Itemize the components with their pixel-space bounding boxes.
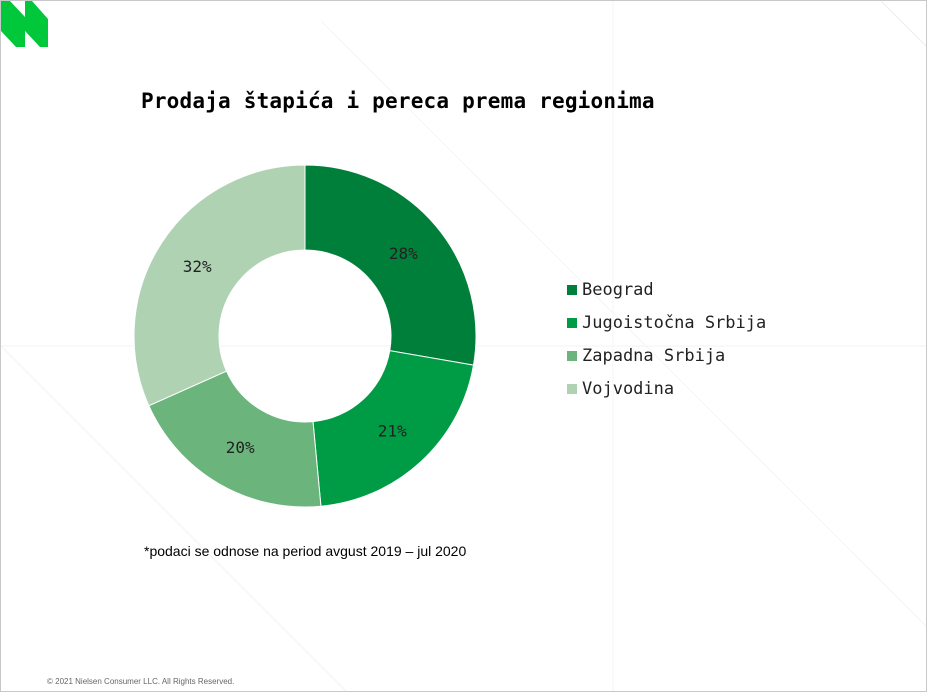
data-label-vojvodina: 32% xyxy=(183,257,212,276)
legend-item-jugoistocna-srbija: Jugoistočna Srbija xyxy=(567,306,766,339)
legend-label-beograd: Beograd xyxy=(582,279,654,300)
legend-swatch-beograd xyxy=(567,284,577,295)
chart-legend: Beograd Jugoistočna Srbija Zapadna Srbij… xyxy=(567,273,766,405)
donut-slice-vojvodina xyxy=(133,164,306,407)
legend-label-vojvodina: Vojvodina xyxy=(582,378,675,399)
footnote: *podaci se odnose na period avgust 2019 … xyxy=(144,543,467,559)
legend-label-jugoistocna-srbija: Jugoistočna Srbija xyxy=(582,312,767,333)
nielsen-logo-icon xyxy=(1,1,48,47)
legend-swatch-jugoistocna-srbija xyxy=(567,317,577,328)
data-label-zapadna-srbija: 20% xyxy=(226,438,255,457)
copyright-notice: © 2021 Nielsen Consumer LLC. All Rights … xyxy=(47,677,235,686)
data-label-jugoistocna-srbija: 21% xyxy=(378,421,407,440)
donut-slice-beograd xyxy=(304,164,477,366)
donut-slice-jugoistocna-srbija xyxy=(312,350,475,507)
legend-swatch-vojvodina xyxy=(567,383,577,394)
legend-item-beograd: Beograd xyxy=(567,273,766,306)
legend-swatch-zapadna-srbija xyxy=(567,350,577,361)
legend-item-vojvodina: Vojvodina xyxy=(567,372,766,405)
donut-slice-zapadna-srbija xyxy=(148,370,322,508)
data-label-beograd: 28% xyxy=(389,244,418,263)
chart-title: Prodaja štapića i pereca prema regionima xyxy=(141,89,655,113)
legend-item-zapadna-srbija: Zapadna Srbija xyxy=(567,339,766,372)
legend-label-zapadna-srbija: Zapadna Srbija xyxy=(582,345,726,366)
